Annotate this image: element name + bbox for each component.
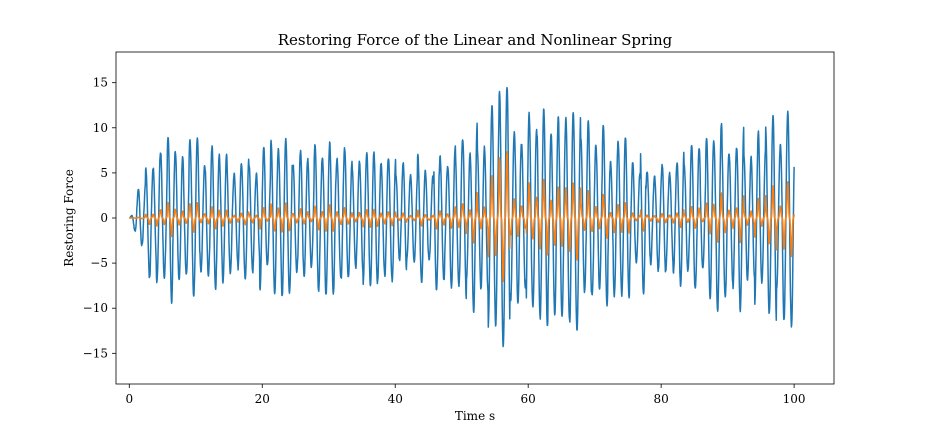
series-layer <box>128 86 795 348</box>
y-tick-label: 10 <box>93 121 108 135</box>
y-tick-label: −10 <box>83 301 108 315</box>
y-tick-label: −15 <box>83 346 108 360</box>
series-line-nonlinear <box>128 151 795 283</box>
y-tick-label: 5 <box>100 166 108 180</box>
y-axis: −15 −10 −5 0 5 10 15 <box>83 76 116 360</box>
plot-area <box>115 51 835 385</box>
x-axis: 0 20 40 60 80 100 <box>125 384 806 406</box>
chart-title: Restoring Force of the Linear and Nonlin… <box>278 31 673 49</box>
y-tick-label: 0 <box>100 211 108 225</box>
x-tick-label: 60 <box>521 392 536 406</box>
y-tick-label: 15 <box>93 76 108 90</box>
x-tick-label: 40 <box>388 392 403 406</box>
x-tick-label: 20 <box>255 392 270 406</box>
series-line-linear <box>128 86 795 348</box>
y-axis-label: Restoring Force <box>62 169 76 267</box>
y-tick-label: −5 <box>90 256 108 270</box>
x-tick-label: 0 <box>125 392 133 406</box>
x-tick-label: 100 <box>783 392 806 406</box>
x-axis-label: Time s <box>455 409 495 423</box>
x-tick-label: 80 <box>654 392 669 406</box>
